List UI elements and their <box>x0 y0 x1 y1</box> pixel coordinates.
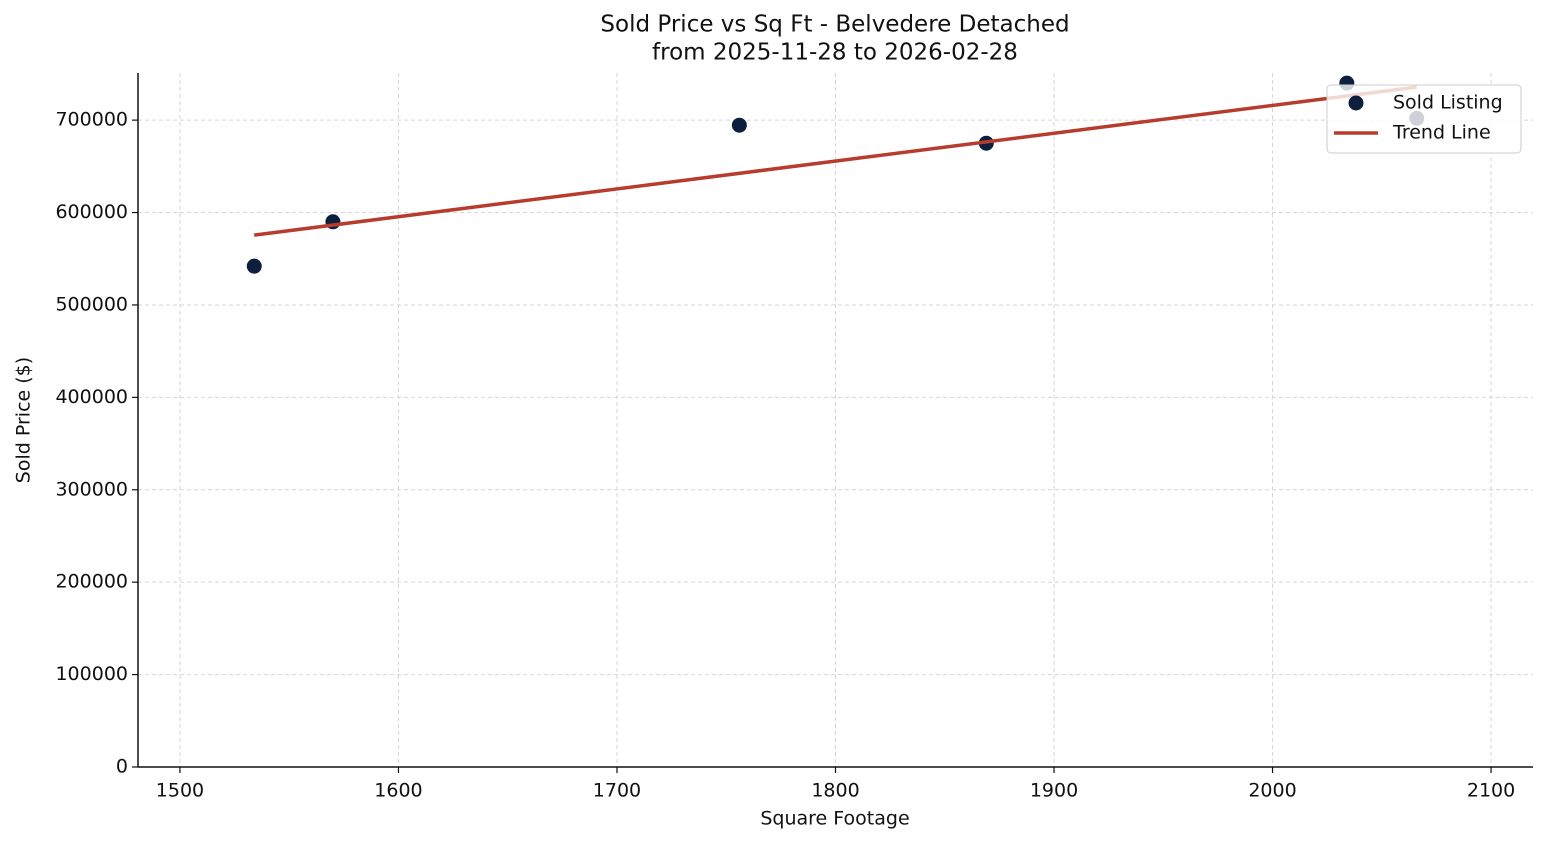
x-tick-label: 1700 <box>593 780 641 802</box>
x-tick-label: 2000 <box>1248 780 1296 802</box>
legend: Sold Listing Trend Line <box>1326 84 1522 154</box>
chart-title: Sold Price vs Sq Ft - Belvedere Detached <box>600 12 1069 38</box>
y-tick-label: 400000 <box>55 386 128 408</box>
trend-line <box>254 85 1417 237</box>
x-axis-label: Square Footage <box>760 808 909 830</box>
x-tick-label: 1900 <box>1030 780 1078 802</box>
y-tick-label: 600000 <box>55 201 128 223</box>
x-tick-label: 1800 <box>811 780 859 802</box>
legend-label: Sold Listing <box>1393 92 1503 114</box>
legend-box <box>1326 84 1522 154</box>
y-axis-label: Sold Price ($) <box>13 357 35 483</box>
point <box>246 258 262 274</box>
grid: 1500 1600 1700 1800 1900 2000 2100 0 100000 20000… <box>55 73 1533 802</box>
y-tick-label: 100000 <box>55 663 128 685</box>
y-tick-label: 500000 <box>55 293 128 315</box>
y-tick-label: 300000 <box>55 478 128 500</box>
x-tick-label: 1600 <box>374 780 422 802</box>
point <box>731 117 747 133</box>
x-tick-label: 2100 <box>1467 780 1515 802</box>
y-tick-label: 200000 <box>55 571 128 593</box>
legend-label: Trend Line <box>1392 122 1491 144</box>
y-tick-label: 0 <box>116 756 128 778</box>
legend-swatch <box>1348 95 1364 111</box>
y-tick-label: 700000 <box>55 109 128 131</box>
chart-subtitle: from 2025-11-28 to 2026-02-28 <box>652 40 1018 66</box>
x-tick-label: 1500 <box>156 780 204 802</box>
